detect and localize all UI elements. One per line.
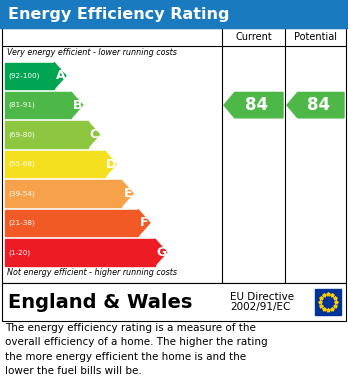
- Text: Current: Current: [235, 32, 272, 42]
- Text: F: F: [140, 216, 149, 230]
- Text: (39-54): (39-54): [8, 190, 35, 197]
- Bar: [5, 180, 121, 206]
- Polygon shape: [88, 121, 100, 148]
- Bar: [5, 92, 71, 118]
- Text: Potential: Potential: [294, 32, 337, 42]
- Polygon shape: [138, 210, 150, 236]
- Text: (1-20): (1-20): [8, 249, 30, 256]
- Text: (81-91): (81-91): [8, 102, 35, 108]
- Text: B: B: [73, 99, 82, 112]
- Polygon shape: [224, 92, 283, 118]
- Text: (21-38): (21-38): [8, 220, 35, 226]
- Text: D: D: [106, 158, 116, 170]
- Text: The energy efficiency rating is a measure of the
overall efficiency of a home. T: The energy efficiency rating is a measur…: [5, 323, 268, 376]
- Bar: [5, 151, 104, 177]
- Text: Energy Efficiency Rating: Energy Efficiency Rating: [8, 7, 229, 22]
- Text: 2002/91/EC: 2002/91/EC: [230, 302, 290, 312]
- Text: A: A: [56, 69, 65, 82]
- Text: 84: 84: [245, 96, 268, 114]
- Text: E: E: [124, 187, 132, 200]
- Polygon shape: [121, 180, 133, 206]
- Text: EU Directive: EU Directive: [230, 292, 294, 302]
- Bar: [5, 210, 138, 236]
- Text: C: C: [90, 128, 99, 141]
- Bar: [5, 121, 88, 148]
- Polygon shape: [71, 92, 83, 118]
- Bar: [2, 28, 346, 283]
- Bar: [2, 283, 346, 321]
- Polygon shape: [287, 92, 344, 118]
- Text: Very energy efficient - lower running costs: Very energy efficient - lower running co…: [7, 48, 177, 57]
- Polygon shape: [155, 239, 167, 265]
- Polygon shape: [54, 63, 66, 89]
- Bar: [0, 0, 348, 28]
- Text: (55-68): (55-68): [8, 161, 35, 167]
- Text: England & Wales: England & Wales: [8, 292, 192, 312]
- Polygon shape: [104, 151, 116, 177]
- Text: 84: 84: [307, 96, 330, 114]
- Bar: [5, 239, 155, 265]
- Bar: [5, 63, 54, 89]
- Text: Not energy efficient - higher running costs: Not energy efficient - higher running co…: [7, 268, 177, 277]
- Text: G: G: [156, 246, 167, 259]
- Text: (92-100): (92-100): [8, 72, 39, 79]
- Text: (69-80): (69-80): [8, 131, 35, 138]
- Bar: [315, 289, 341, 315]
